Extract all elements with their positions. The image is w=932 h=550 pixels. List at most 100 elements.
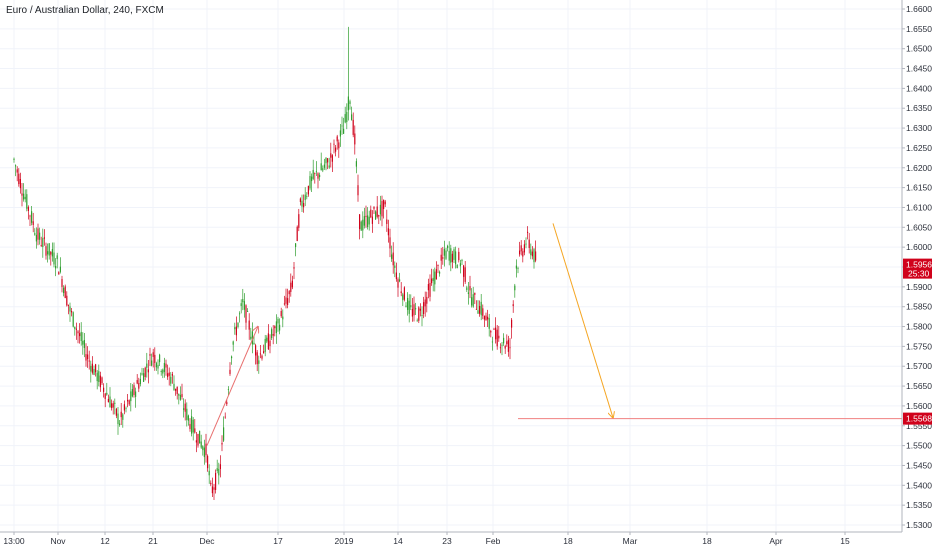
candle-body [467,292,469,294]
candle-body [141,373,143,375]
candle-body [135,391,137,397]
candle-body [59,266,61,272]
candle-body [47,251,49,255]
candle-body [45,246,47,256]
candle-body [271,329,273,338]
candle-body [400,291,402,294]
candle-body [208,470,210,476]
time-tick-label: 12 [100,536,110,546]
candle-body [477,310,479,314]
candle-body [320,163,322,171]
candle-body [224,416,226,418]
candle-body [24,196,26,200]
candle-body [80,331,82,342]
candle-body [455,251,457,265]
price-tick-label: 1.6200 [906,163,932,173]
candle-body [381,201,383,217]
candle-body [522,251,524,257]
candle-body [384,201,386,205]
candle-body [424,299,426,307]
price-tick-label: 1.6350 [906,103,932,113]
candle-body [88,360,90,362]
candle-body [445,250,447,259]
candle-body [426,296,428,304]
candle-body [152,352,154,357]
chart-title: Euro / Australian Dollar, 240, FXCM [6,5,164,16]
candle-body [523,244,525,253]
candle-body [168,372,170,376]
candle-body [530,249,532,256]
candle-body [29,215,31,217]
candle-body [410,305,412,308]
candle-body [186,408,188,420]
candle-body [368,216,370,225]
candle-body [370,209,372,218]
candle-body [39,232,41,240]
candle-body [56,255,58,260]
price-axis[interactable]: 1.6600 1.6550 1.6500 1.6450 1.6400 1.6350 1.63… [901,0,932,532]
candle-body [253,342,255,344]
candle-body [293,267,295,269]
candle-body [283,303,285,305]
candle-body [221,442,223,445]
candle-body [307,185,309,195]
time-tick-label: 2019 [335,536,354,546]
candle-body [146,363,148,368]
candle-body [210,482,212,485]
candle-body [413,304,415,316]
candle-body [487,316,489,320]
candle-body [27,207,29,211]
candle-body [309,176,311,189]
countdown-label: 25:30 [908,269,930,279]
candle-body [275,321,277,334]
candle-body [296,226,298,242]
candle-body [195,440,197,443]
candle-body [383,199,385,209]
candle-body [179,394,181,400]
candle-body [48,243,50,256]
last-price-badge [903,258,932,279]
candle-body [528,239,530,249]
candle-body [181,394,183,398]
candle-body [16,169,18,173]
candle-body [176,386,178,394]
candle-body [203,447,205,458]
candle-body [533,249,535,263]
candle-body [291,280,293,288]
candle-body [40,245,42,246]
candle-body [440,254,442,261]
candle-body [64,286,66,299]
candle-body [197,433,199,446]
candle-body [341,125,343,127]
candle-body [120,411,122,418]
time-tick-label: 21 [148,536,158,546]
candle-body [151,360,153,366]
candle-body [450,248,452,263]
candle-body [437,264,439,266]
candle-body [451,253,453,262]
price-tick-label: 1.5450 [906,460,932,470]
candle-body [192,419,194,433]
price-tick-label: 1.5350 [906,500,932,510]
candle-body [285,297,287,304]
candle-body [32,221,34,225]
candle-body [226,402,228,405]
candle-body [357,185,359,196]
candle-body [419,308,421,311]
candle-body [421,315,423,316]
candle-body [464,267,466,282]
candle-body [491,341,493,343]
time-tick-label: 13:00 [3,536,25,546]
candle-body [466,287,468,290]
candle-body [509,347,511,349]
candle-body [434,271,436,285]
candle-body [335,147,337,152]
candle-body [243,301,245,310]
candle-body [488,318,490,329]
candle-body [429,282,431,297]
candle-body [482,308,484,316]
price-tick-label: 1.6000 [906,242,932,252]
time-axis[interactable]: 13:00 Nov 12 21 Dec 17 2019 14 23 Feb 18 Mar 18 Apr 15 [0,531,902,546]
candle-body [157,364,159,369]
